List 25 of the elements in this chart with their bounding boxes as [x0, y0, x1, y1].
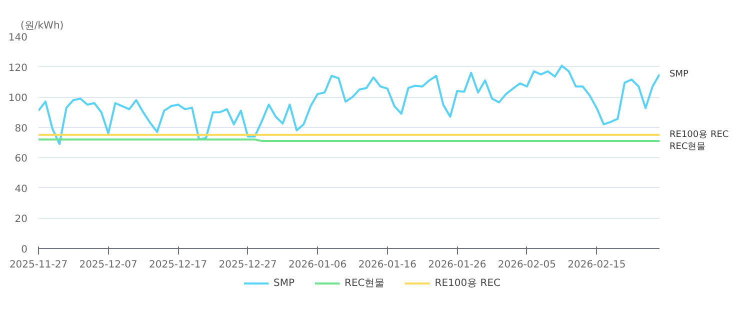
x-tick-label: 2026-01-26: [428, 260, 486, 270]
y-tick-label: 60: [14, 154, 28, 165]
y-tick-label: 40: [14, 184, 28, 195]
legend-label: REC현물: [344, 277, 385, 290]
y-tick-label: 140: [8, 32, 28, 44]
x-tick-label: 2026-01-16: [358, 260, 416, 270]
text: REC현물: [670, 142, 706, 152]
x-tick-label: 2026-02-05: [498, 260, 556, 270]
x-tick-label: 2025-12-07: [79, 260, 138, 270]
x-tick-label: 2026-01-06: [288, 260, 347, 270]
x-tick-label: 2026-02-15: [568, 260, 626, 270]
x-tick-label: 2025-11-27: [9, 260, 68, 270]
legend-label: RE100용 REC: [434, 277, 501, 290]
text: RE100용 REC: [670, 130, 729, 140]
x-tick-label: 2025-12-27: [218, 260, 277, 270]
y-axis-title: (원/kWh): [20, 20, 64, 32]
text: SMP: [670, 69, 688, 80]
y-tick-label: 100: [8, 93, 28, 104]
y-tick-label: 120: [8, 62, 28, 74]
legend-label: SMP: [273, 278, 294, 288]
y-tick-label: 0: [21, 244, 28, 256]
x-tick-label: 2025-12-17: [148, 260, 208, 270]
y-tick-label: 20: [14, 214, 28, 226]
y-tick-label: 80: [14, 123, 28, 134]
line-series: [38, 64, 660, 146]
